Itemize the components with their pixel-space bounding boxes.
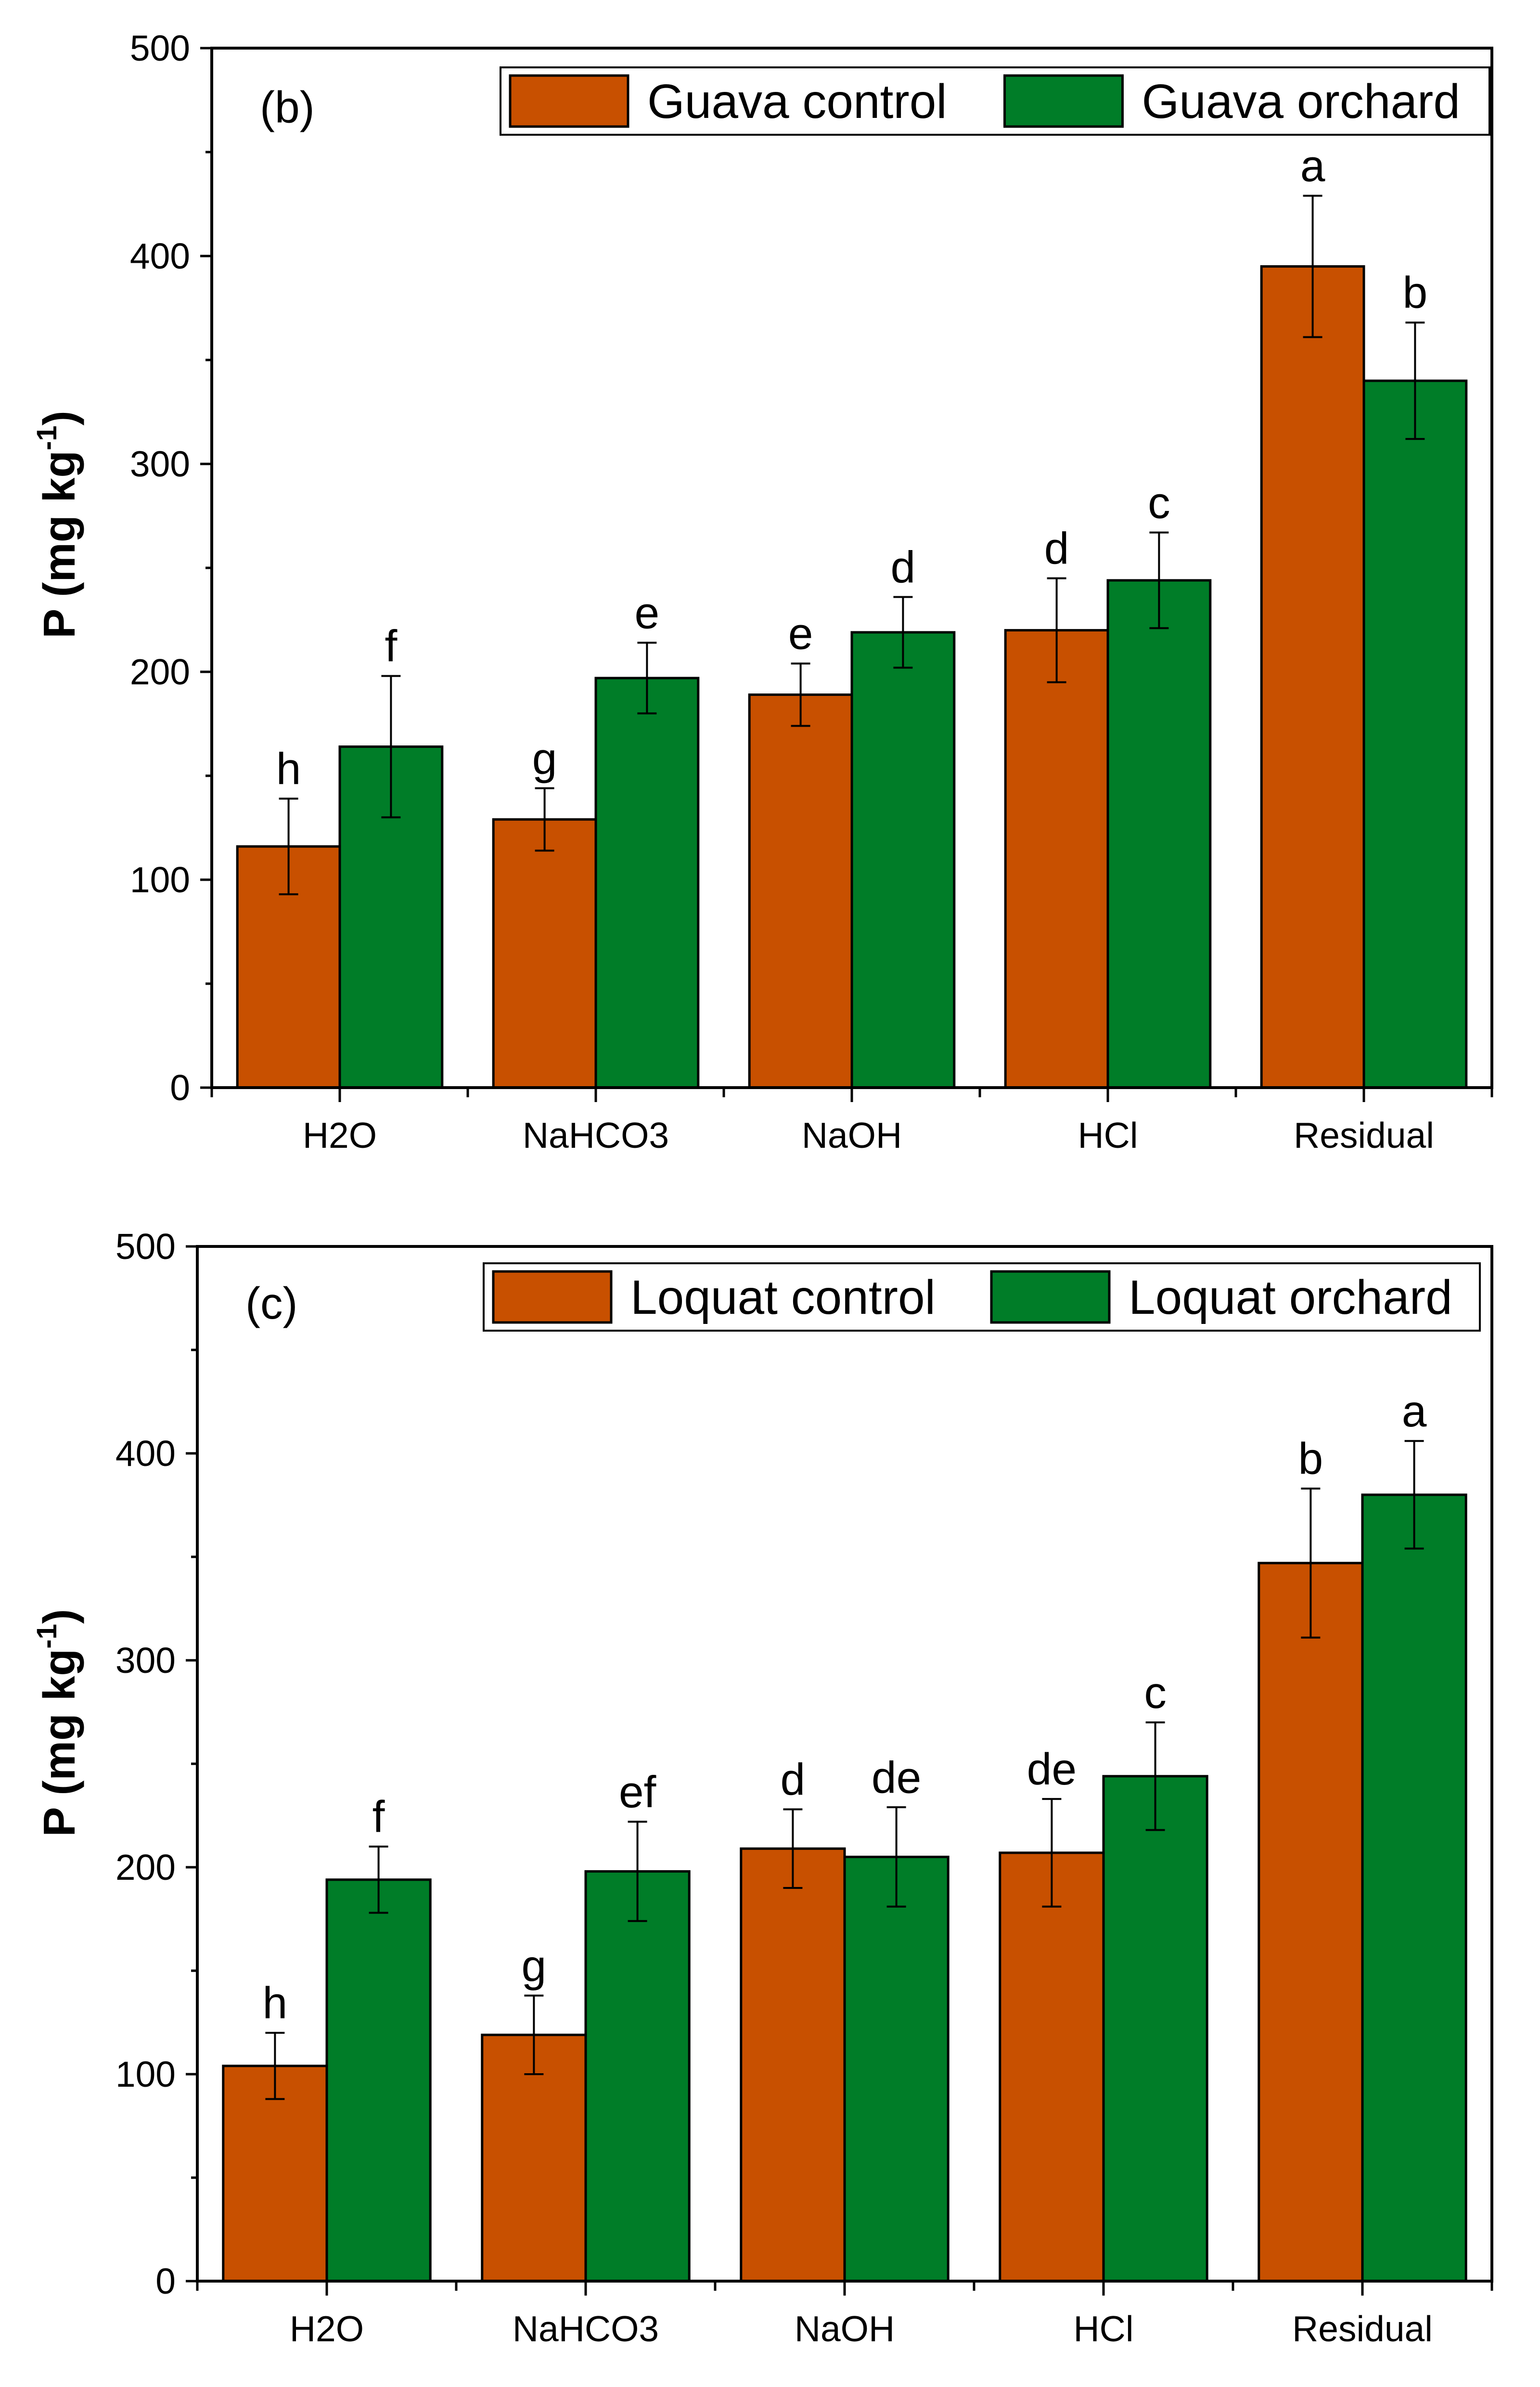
bar bbox=[584, 1870, 691, 2283]
legend-label: Guava orchard bbox=[1142, 75, 1460, 128]
significance-letter: de bbox=[872, 1752, 921, 1802]
significance-letter: ef bbox=[619, 1767, 656, 1817]
chart-panel-b: (b) P (mg kg-1) h g e d a f e d c b 0 100 200 300 400 5… bbox=[31, 28, 1493, 1155]
x-tick-label: Residual bbox=[1294, 1115, 1434, 1155]
x-tick-label: Residual bbox=[1292, 2309, 1433, 2349]
bar bbox=[1106, 579, 1212, 1089]
x-tick-label: NaOH bbox=[795, 2309, 895, 2349]
x-tick-label: HCl bbox=[1074, 2309, 1134, 2349]
significance-letter: g bbox=[522, 1941, 547, 1991]
y-axis-label-close: ) bbox=[34, 411, 84, 425]
y-tick-label: 500 bbox=[130, 28, 190, 68]
significance-letter: a bbox=[1402, 1386, 1427, 1436]
significance-letter: d bbox=[1044, 524, 1069, 574]
x-tick-label: H2O bbox=[303, 1115, 377, 1155]
panel-label: (b) bbox=[260, 82, 315, 132]
y-axis-label-superscript: -1 bbox=[31, 425, 63, 450]
y-tick-label: 0 bbox=[155, 2261, 176, 2301]
x-tick-label: H2O bbox=[290, 2309, 364, 2349]
y-tick-label: 300 bbox=[130, 444, 190, 484]
y-tick-label: 0 bbox=[170, 1067, 190, 1108]
bar bbox=[1004, 629, 1109, 1089]
x-tick-label: NaOH bbox=[802, 1115, 902, 1155]
y-tick-label: 100 bbox=[130, 860, 190, 900]
panel-label: (c) bbox=[245, 1278, 297, 1328]
y-tick-label: 300 bbox=[116, 1640, 176, 1681]
y-axis-label-main: P (mg kg bbox=[34, 450, 84, 639]
y-axis-label: P (mg kg-1) bbox=[31, 411, 84, 639]
y-axis-label: P (mg kg-1) bbox=[31, 1609, 84, 1837]
significance-letter: f bbox=[385, 621, 397, 671]
y-tick-label: 500 bbox=[116, 1226, 176, 1267]
significance-letter: g bbox=[532, 733, 557, 783]
legend-swatch bbox=[509, 74, 629, 128]
legend-label: Loquat control bbox=[630, 1270, 936, 1324]
bar bbox=[740, 1847, 846, 2283]
bar bbox=[1362, 379, 1468, 1089]
bar bbox=[481, 2033, 587, 2283]
bar bbox=[492, 818, 597, 1089]
x-tick-label: NaHCO3 bbox=[513, 2309, 659, 2349]
bar bbox=[1361, 1493, 1467, 2283]
bar bbox=[1260, 265, 1365, 1089]
y-axis-label-superscript: -1 bbox=[31, 1624, 63, 1649]
significance-letter: e bbox=[788, 609, 813, 659]
bar bbox=[748, 693, 853, 1089]
legend bbox=[483, 1262, 1481, 1332]
y-tick-label: 400 bbox=[130, 236, 190, 276]
bar bbox=[850, 631, 956, 1089]
legend-swatch bbox=[492, 1270, 613, 1324]
legend bbox=[500, 66, 1490, 136]
significance-letter: c bbox=[1144, 1668, 1167, 1718]
bar bbox=[999, 1851, 1105, 2283]
significance-letter: b bbox=[1298, 1434, 1323, 1484]
y-tick-label: 100 bbox=[116, 2054, 176, 2094]
x-tick-label: HCl bbox=[1078, 1115, 1138, 1155]
legend-swatch bbox=[990, 1270, 1111, 1324]
legend-label: Guava control bbox=[647, 75, 947, 128]
x-tick-label: NaHCO3 bbox=[523, 1115, 669, 1155]
significance-letter: h bbox=[263, 1978, 288, 2028]
y-axis-label-close: ) bbox=[34, 1609, 84, 1624]
y-tick-label: 400 bbox=[116, 1433, 176, 1474]
bar bbox=[594, 677, 700, 1089]
y-tick-label: 200 bbox=[116, 1847, 176, 1887]
significance-letter: c bbox=[1148, 478, 1170, 528]
y-axis-label-main: P (mg kg bbox=[34, 1649, 84, 1837]
significance-letter: f bbox=[372, 1792, 385, 1842]
significance-letter: e bbox=[635, 588, 660, 638]
significance-letter: de bbox=[1027, 1744, 1077, 1794]
bar bbox=[325, 1878, 432, 2283]
significance-letter: a bbox=[1300, 141, 1325, 191]
significance-letter: h bbox=[276, 744, 301, 794]
significance-letter: d bbox=[781, 1755, 806, 1805]
legend-label: Loquat orchard bbox=[1129, 1270, 1452, 1324]
bar bbox=[1102, 1775, 1208, 2283]
significance-letter: d bbox=[891, 542, 916, 592]
y-tick-label: 200 bbox=[130, 652, 190, 692]
chart-panel-c: (c) P (mg kg-1) h g d de b f ef de c a 0 100 200 300 4… bbox=[31, 1226, 1493, 2349]
bar bbox=[843, 1856, 950, 2283]
bar bbox=[1258, 1562, 1364, 2283]
significance-letter: b bbox=[1403, 268, 1428, 318]
legend-swatch bbox=[1003, 74, 1124, 128]
